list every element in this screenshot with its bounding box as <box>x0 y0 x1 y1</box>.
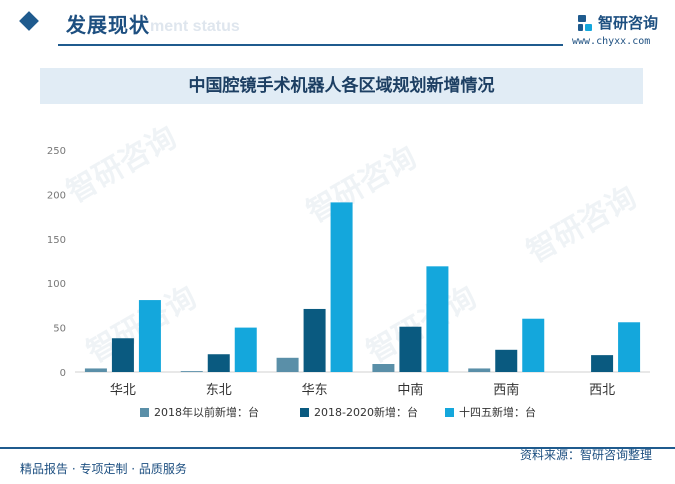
category-label: 华北 <box>110 383 136 398</box>
brand-url[interactable]: www.chyxx.com <box>572 36 651 47</box>
bar-3 <box>618 322 641 372</box>
bar-1 <box>468 368 491 372</box>
y-tick-label: 150 <box>47 235 66 246</box>
bar-1 <box>372 364 395 372</box>
category-label: 华东 <box>302 383 328 398</box>
diamond-icon <box>19 11 39 31</box>
category-label: 东北 <box>206 383 232 398</box>
bar-chart: 0 50 100 150 200 250 华北 东北 华东 中南 西南 西北 2018年以前新增：台 20… <box>47 146 650 419</box>
bar-1 <box>276 357 299 372</box>
y-tick-label: 200 <box>47 190 66 201</box>
brand-logo-icon <box>578 15 592 31</box>
bar-2 <box>207 354 230 372</box>
bar-1 <box>180 371 203 372</box>
section-subtitle: ment status <box>150 18 240 35</box>
bar-2 <box>591 355 614 372</box>
category-label: 西南 <box>493 382 519 398</box>
chart-title-band: 中国腔镜手术机器人各区域规划新增情况 <box>40 68 643 104</box>
bar-3 <box>330 202 353 372</box>
bar-1 <box>84 368 107 372</box>
y-tick-label: 100 <box>47 279 66 290</box>
footer-divider <box>0 447 675 449</box>
legend-swatch <box>445 408 454 417</box>
bar-3 <box>138 300 161 372</box>
header: ment status 发展现状 智研咨询 www.chyxx.com <box>0 0 675 50</box>
footer-tagline: 精品报告 · 专项定制 · 品质服务 <box>20 462 187 476</box>
bar-2 <box>303 308 326 372</box>
brand-name: 智研咨询 <box>598 14 659 32</box>
chart-title: 中国腔镜手术机器人各区域规划新增情况 <box>188 76 495 96</box>
category-label: 中南 <box>397 382 423 398</box>
y-tick-label: 250 <box>47 146 66 157</box>
section-title: 发展现状 <box>66 13 150 37</box>
header-divider <box>58 44 563 46</box>
source-note: 资料来源：智研咨询整理 <box>520 448 653 462</box>
legend-label: 十四五新增：台 <box>459 405 536 419</box>
bar-3 <box>522 318 545 372</box>
bar-2 <box>495 349 518 372</box>
y-tick-label: 50 <box>53 324 66 335</box>
bar-2 <box>111 338 134 372</box>
legend-label: 2018年以前新增：台 <box>154 405 259 419</box>
category-label: 西北 <box>589 383 615 398</box>
legend-swatch <box>140 408 149 417</box>
y-tick-label: 0 <box>60 368 66 379</box>
legend-label: 2018-2020新增：台 <box>314 405 418 419</box>
legend-swatch <box>300 408 309 417</box>
bar-3 <box>426 266 449 372</box>
bar-2 <box>399 326 422 372</box>
bar-3 <box>234 327 257 372</box>
